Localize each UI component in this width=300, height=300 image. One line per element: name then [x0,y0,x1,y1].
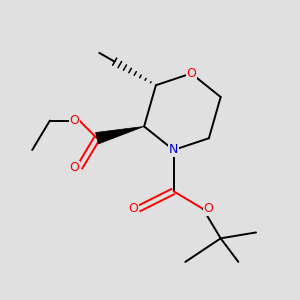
Text: O: O [128,202,138,215]
Text: O: O [203,202,213,215]
Polygon shape [96,126,144,144]
Text: N: N [169,143,178,157]
Text: O: O [186,67,196,80]
Text: O: O [70,114,79,127]
Text: O: O [70,161,79,174]
